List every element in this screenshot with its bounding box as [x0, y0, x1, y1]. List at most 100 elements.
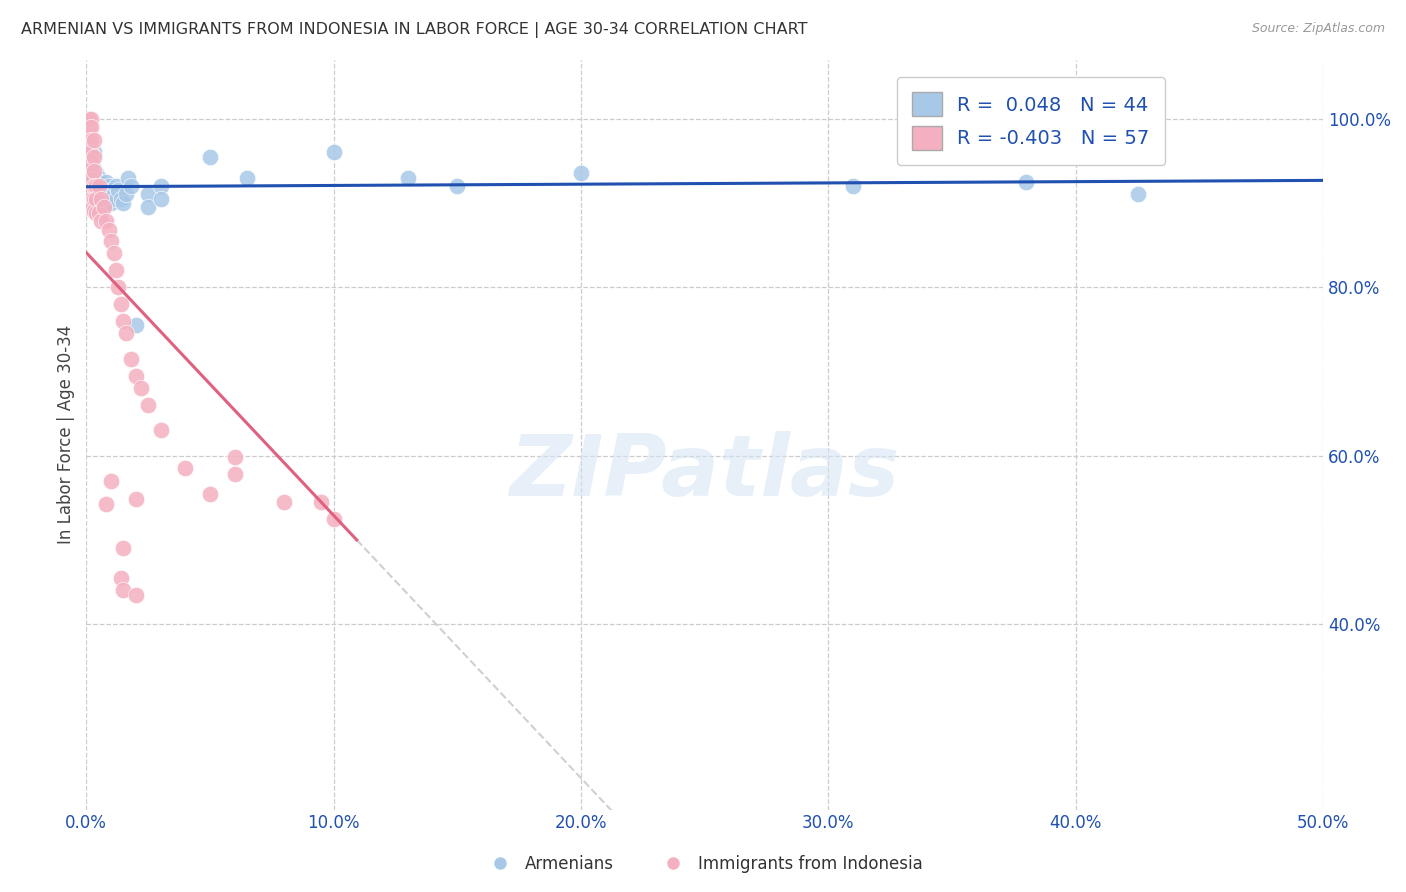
Point — [94, 195, 117, 210]
Point — [83, 162, 105, 177]
Point — [90, 187, 112, 202]
Point — [110, 192, 132, 206]
Point — [94, 497, 117, 511]
Legend: R =  0.048   N = 44, R = -0.403   N = 57: R = 0.048 N = 44, R = -0.403 N = 57 — [897, 77, 1166, 165]
Point — [125, 318, 148, 332]
Text: Source: ZipAtlas.com: Source: ZipAtlas.com — [1251, 22, 1385, 36]
Point — [125, 588, 148, 602]
Point — [80, 162, 103, 177]
Point — [80, 172, 103, 186]
Point — [112, 541, 135, 556]
Text: ARMENIAN VS IMMIGRANTS FROM INDONESIA IN LABOR FORCE | AGE 30-34 CORRELATION CHA: ARMENIAN VS IMMIGRANTS FROM INDONESIA IN… — [21, 22, 807, 38]
Point — [80, 145, 103, 160]
Point — [83, 133, 105, 147]
Point — [198, 149, 221, 163]
Point — [84, 206, 107, 220]
Point — [136, 187, 159, 202]
Point — [100, 195, 122, 210]
Point — [80, 120, 103, 134]
Point — [107, 280, 129, 294]
Text: ZIPatlas: ZIPatlas — [509, 431, 900, 514]
Point — [93, 179, 115, 194]
Point — [322, 512, 344, 526]
Point — [90, 192, 112, 206]
Point — [90, 175, 112, 189]
Point — [125, 492, 148, 507]
Point — [104, 263, 127, 277]
Point — [77, 141, 100, 155]
Point — [87, 179, 110, 194]
Point — [120, 351, 142, 366]
Point — [83, 204, 105, 219]
Point — [273, 495, 295, 509]
Point — [77, 120, 100, 134]
Point — [112, 195, 135, 210]
Point — [103, 246, 125, 260]
Point — [396, 170, 419, 185]
Point — [149, 423, 172, 437]
Point — [149, 192, 172, 206]
Point — [224, 467, 246, 482]
Point — [446, 179, 468, 194]
Point — [80, 149, 103, 163]
Point — [93, 192, 115, 206]
Point — [97, 223, 120, 237]
Legend: Armenians, Immigrants from Indonesia: Armenians, Immigrants from Indonesia — [477, 848, 929, 880]
Y-axis label: In Labor Force | Age 30-34: In Labor Force | Age 30-34 — [58, 325, 75, 544]
Point — [80, 183, 103, 197]
Point — [110, 297, 132, 311]
Point — [80, 166, 103, 180]
Point — [311, 495, 333, 509]
Point — [120, 179, 142, 194]
Point — [569, 166, 592, 180]
Point — [174, 461, 197, 475]
Point — [100, 234, 122, 248]
Point — [83, 170, 105, 185]
Point — [83, 179, 105, 194]
Point — [103, 187, 125, 202]
Point — [236, 170, 259, 185]
Point — [94, 175, 117, 189]
Point — [77, 112, 100, 126]
Point — [1126, 187, 1149, 202]
Point — [80, 133, 103, 147]
Point — [80, 202, 103, 216]
Point — [842, 179, 865, 194]
Point — [80, 153, 103, 168]
Point — [77, 141, 100, 155]
Point — [83, 149, 105, 163]
Point — [83, 164, 105, 178]
Point — [110, 571, 132, 585]
Point — [80, 112, 103, 126]
Point — [129, 381, 152, 395]
Point — [84, 192, 107, 206]
Point — [77, 162, 100, 177]
Point — [77, 133, 100, 147]
Point — [80, 192, 103, 206]
Point — [83, 145, 105, 160]
Point — [107, 183, 129, 197]
Point — [224, 450, 246, 465]
Point — [1015, 175, 1038, 189]
Point — [83, 192, 105, 206]
Point — [84, 179, 107, 194]
Point — [115, 187, 138, 202]
Point — [94, 214, 117, 228]
Point — [136, 200, 159, 214]
Point — [100, 183, 122, 197]
Point — [136, 398, 159, 412]
Point — [198, 486, 221, 500]
Point — [87, 206, 110, 220]
Point — [117, 170, 139, 185]
Point — [84, 166, 107, 180]
Point — [100, 474, 122, 488]
Point — [97, 179, 120, 194]
Point — [115, 326, 138, 341]
Point — [90, 214, 112, 228]
Point — [87, 170, 110, 185]
Point — [80, 158, 103, 172]
Point — [125, 368, 148, 383]
Point — [84, 179, 107, 194]
Point — [112, 314, 135, 328]
Point — [104, 192, 127, 206]
